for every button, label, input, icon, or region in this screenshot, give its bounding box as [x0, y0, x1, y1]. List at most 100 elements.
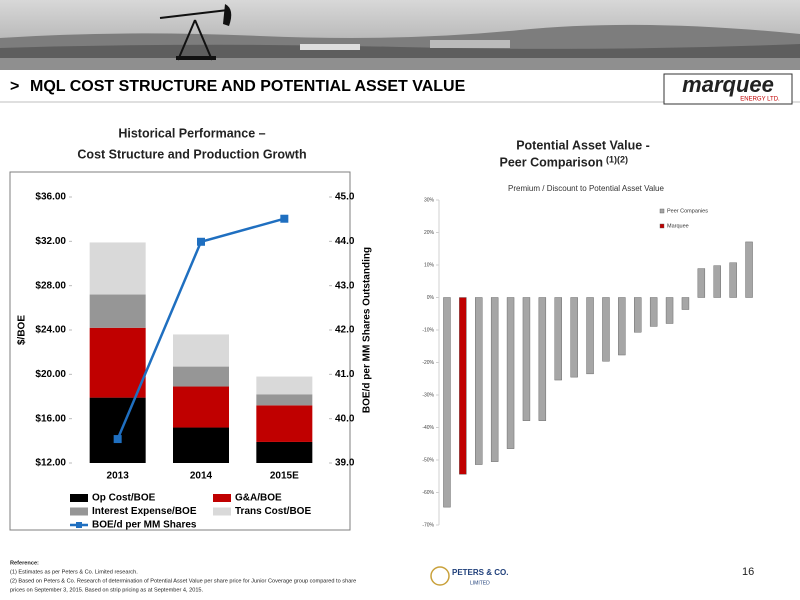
inner-title: Premium / Discount to Potential Asset Va… [508, 184, 664, 193]
chart-subtitle: Cost Structure and Production Growth [77, 147, 306, 161]
reference-line: prices on September 3, 2015. Based on st… [10, 587, 204, 593]
y-tick-label: $36.00 [35, 192, 66, 203]
bar-segment [89, 397, 146, 463]
bar-segment [173, 366, 229, 387]
legend-label: Peer Companies [667, 208, 708, 214]
legend-label: Marquee [667, 223, 689, 229]
y-tick-label: -40% [422, 425, 434, 431]
bar [506, 297, 515, 449]
y-tick-label: -50% [422, 457, 434, 463]
y2-tick-label: 39.0 [335, 458, 355, 469]
bar [443, 297, 451, 508]
y-tick-label: -10% [422, 327, 434, 333]
bar-segment [256, 376, 313, 395]
legend-swatch [213, 507, 231, 516]
y-tick-label: 30% [424, 197, 435, 203]
legend-swatch [659, 223, 665, 229]
legend-label: Op Cost/BOE [92, 493, 156, 504]
line-marker [280, 214, 289, 223]
bar [475, 297, 483, 465]
y-axis-label: $/BOE [17, 315, 28, 345]
y-tick-label: $28.00 [35, 280, 66, 291]
line-marker [197, 237, 205, 246]
x-tick-label: 2014 [190, 471, 213, 482]
legend-label: Trans Cost/BOE [235, 506, 311, 517]
logo-subtext: ENERGY LTD. [740, 97, 780, 103]
chart-2: 30% 20% 10% 0% -10% -20% -30% -40% -50% -60% -70% P… [422, 197, 753, 528]
bar-segment [89, 242, 146, 295]
bar [634, 297, 642, 333]
bar [554, 297, 562, 381]
x-tick-label: 2015E [270, 471, 299, 482]
chart-subtitle: Peer Comparison [499, 155, 603, 169]
title-marker: > [10, 78, 19, 95]
legend-label: Interest Expense/BOE [92, 506, 197, 517]
legend-swatch [70, 494, 88, 502]
bar-segment [256, 394, 313, 406]
y-tick-label: $12.00 [35, 458, 66, 469]
legend-swatch [70, 507, 88, 516]
bar [490, 297, 499, 462]
y-tick-label: -70% [422, 522, 434, 528]
y2-tick-label: 43.0 [335, 280, 355, 291]
chart-frame [9, 171, 351, 531]
legend-swatch [76, 522, 82, 528]
y-tick-label: 0% [427, 295, 435, 301]
bar [618, 297, 626, 356]
chart-1: $12.00 $16.00 $20.00 $24.00 $28.00 $32.00 $36.… [35, 192, 355, 531]
legend-label: G&A/BOE [235, 493, 282, 504]
peters-logo: PETERS & CO. LIMITED [430, 566, 508, 586]
bar [586, 297, 594, 375]
y2-tick-label: 40.0 [335, 413, 355, 424]
slide-title: MQL COST STRUCTURE AND POTENTIAL ASSET V… [30, 78, 466, 95]
reference-line: (1) Estimates as per Peters & Co. Limite… [10, 569, 138, 575]
bar-segment [89, 327, 146, 398]
legend-label: BOE/d per MM Shares [92, 520, 197, 531]
footer-logo-subtext: LIMITED [470, 580, 490, 586]
chart-title: Potential Asset Value - [516, 138, 650, 152]
y-tick-label: $20.00 [35, 369, 66, 380]
y-tick-label: -60% [422, 490, 434, 496]
bar [697, 268, 706, 298]
reference-line: (2) Based on Peters & Co. Research of de… [10, 578, 356, 584]
bar [538, 297, 547, 421]
y2-axis-label: BOE/d per MM Shares Outstanding [362, 247, 373, 413]
y2-tick-label: 45.0 [335, 192, 355, 203]
bar-segment [89, 294, 146, 328]
bar [602, 297, 610, 362]
y-tick-label: 10% [424, 262, 435, 268]
y2-tick-label: 42.0 [335, 325, 355, 336]
y-tick-label: $24.00 [35, 325, 66, 336]
bar [649, 297, 658, 327]
x-tick-label: 2013 [107, 471, 130, 482]
logo-text: marquee [682, 72, 774, 97]
bar [570, 297, 578, 378]
reference-line: Reference: [10, 560, 39, 566]
bar-segment [256, 405, 313, 442]
y-tick-label: -30% [422, 392, 434, 398]
legend-swatch [213, 494, 231, 502]
y2-tick-label: 44.0 [335, 236, 355, 247]
y-tick-label: $16.00 [35, 413, 66, 424]
y-tick-label: 20% [424, 230, 435, 236]
y2-tick-label: 41.0 [335, 369, 355, 380]
bar-segment [256, 441, 313, 463]
bar [681, 297, 690, 310]
y-tick-label: -20% [422, 360, 434, 366]
footer-logo-text: PETERS & CO. [452, 568, 508, 577]
title-superscript: (1)(2) [606, 154, 628, 164]
chart-title: Historical Performance – [118, 126, 265, 140]
bar [729, 262, 737, 298]
line-marker [113, 435, 122, 444]
header-photo [0, 0, 800, 70]
bar [459, 297, 467, 475]
bar [522, 297, 531, 421]
bar-segment [173, 427, 229, 463]
references: Reference: (1) Estimates as per Peters & … [10, 560, 356, 593]
bar [745, 241, 753, 298]
company-logo: marquee ENERGY LTD. [663, 72, 793, 105]
bar [713, 265, 721, 298]
bars [89, 242, 313, 463]
bar-segment [173, 334, 229, 367]
